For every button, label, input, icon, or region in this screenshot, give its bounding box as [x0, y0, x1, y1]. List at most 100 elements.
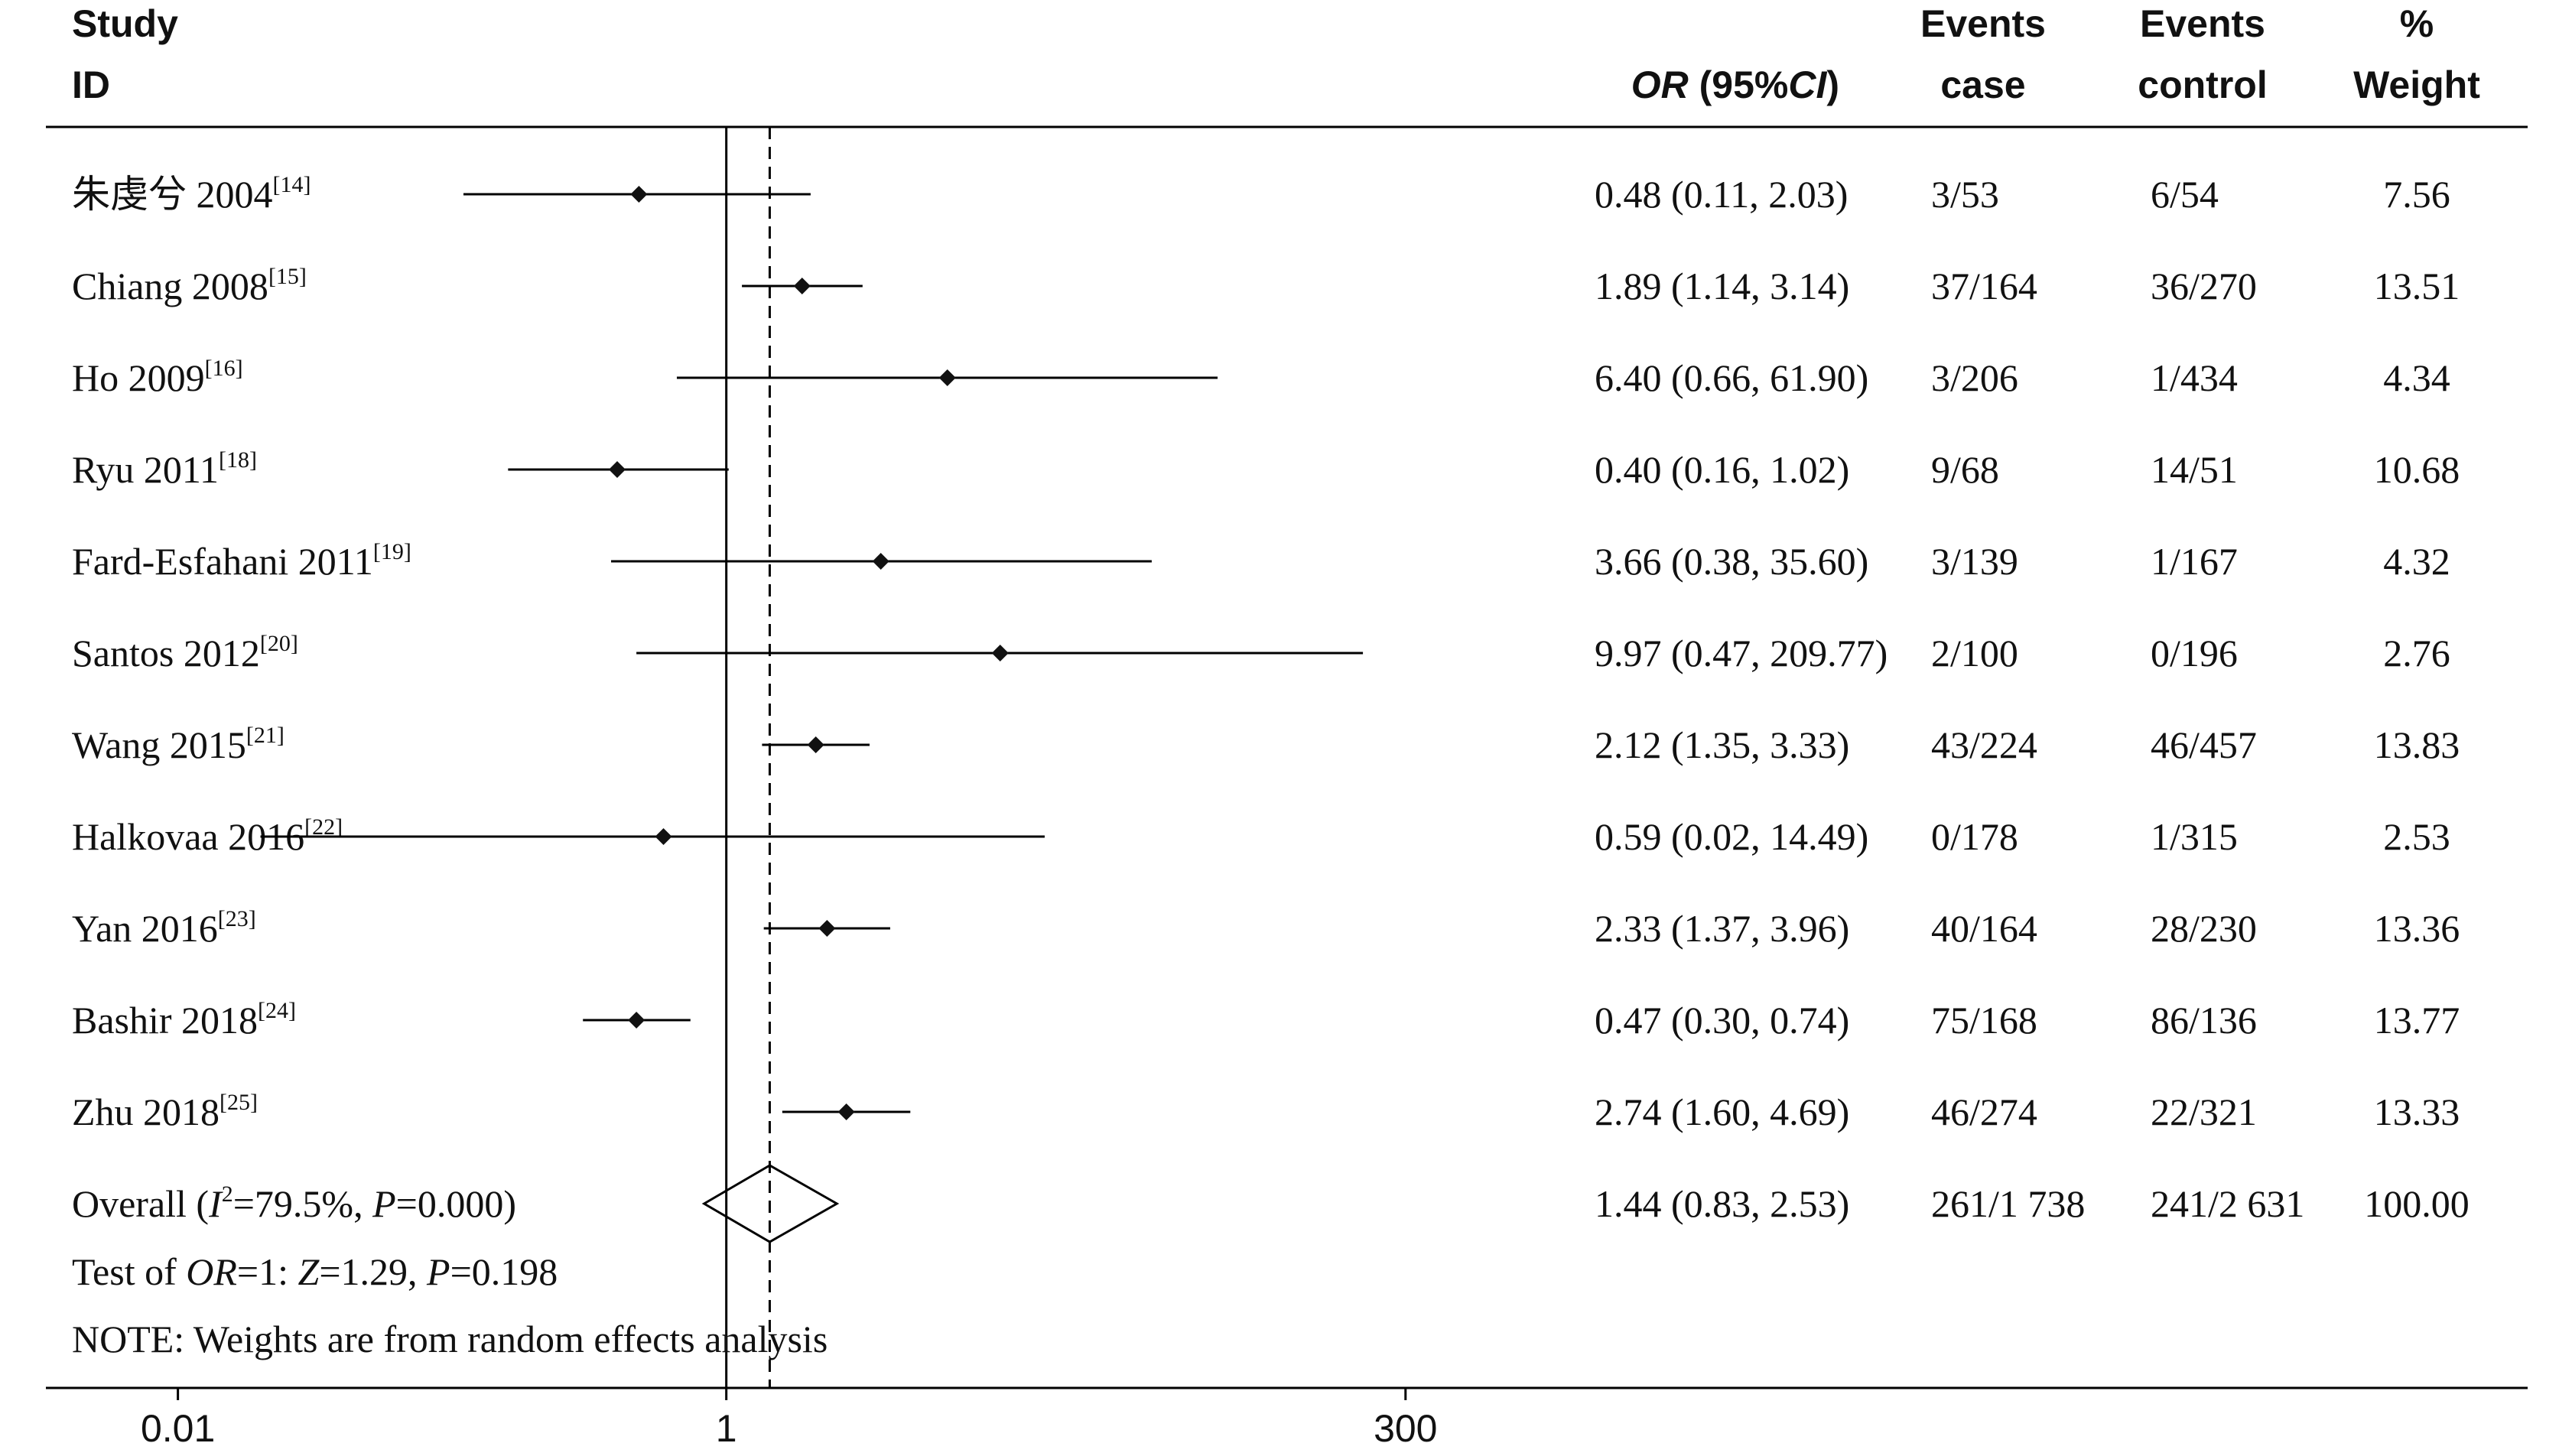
or-ci-value: 2.33 (1.37, 3.96)	[1595, 907, 1849, 950]
study-label: Fard-Esfahani 2011[19]	[72, 539, 411, 583]
study-label: Ryu 2011[18]	[72, 447, 257, 491]
overall-events-control: 241/2 631	[2151, 1182, 2304, 1225]
weight-value: 4.34	[2383, 356, 2450, 399]
point-estimate	[807, 736, 824, 753]
overall-weight: 100.00	[2364, 1182, 2470, 1225]
weight-value: 13.83	[2374, 723, 2460, 766]
study-row: Fard-Esfahani 2011[19] 3.66 (0.38, 35.60)…	[72, 539, 2450, 583]
study-row: Ryu 2011[18] 0.40 (0.16, 1.02) 9/68 14/51 10…	[72, 447, 2460, 491]
study-label: Wang 2015[21]	[72, 723, 285, 766]
or-ci-value: 0.48 (0.11, 2.03)	[1595, 173, 1848, 216]
events-control-value: 1/434	[2151, 356, 2238, 399]
point-estimate	[609, 461, 626, 478]
or-ci-value: 6.40 (0.66, 61.90)	[1595, 356, 1868, 399]
weights-note: NOTE: Weights are from random effects an…	[72, 1318, 828, 1360]
header-study: Study	[72, 2, 178, 45]
events-control-value: 28/230	[2151, 907, 2257, 950]
or-ci-value: 0.40 (0.16, 1.02)	[1595, 448, 1849, 491]
events-control-value: 22/321	[2151, 1090, 2257, 1133]
header-events-control-2: control	[2138, 63, 2267, 106]
study-label: Zhu 2018[25]	[72, 1090, 258, 1133]
point-estimate	[872, 553, 889, 570]
study-row: Ho 2009[16] 6.40 (0.66, 61.90) 3/206 1/434 4…	[72, 356, 2450, 399]
or-ci-value: 0.59 (0.02, 14.49)	[1595, 815, 1868, 858]
weight-value: 4.32	[2383, 540, 2450, 583]
events-control-value: 6/54	[2151, 173, 2219, 216]
point-estimate	[938, 369, 956, 386]
header-events-case-2: case	[1940, 63, 2025, 106]
events-case-value: 46/274	[1931, 1090, 2037, 1133]
table-header: Study ID OR (95%CI) Events case Events c…	[72, 2, 2480, 106]
point-estimate	[793, 278, 811, 294]
study-label: Yan 2016[23]	[72, 906, 256, 950]
weight-value: 10.68	[2374, 448, 2460, 491]
header-events-case-1: Events	[1920, 2, 2046, 45]
test-of-or: Test of OR=1: Z=1.29, P=0.198	[72, 1250, 558, 1293]
x-tick-label: 0.01	[141, 1407, 215, 1450]
study-row: Yan 2016[23] 2.33 (1.37, 3.96) 40/164 28/23…	[72, 906, 2460, 950]
events-case-value: 2/100	[1931, 632, 2018, 674]
study-label: Santos 2012[20]	[72, 631, 298, 674]
point-estimate	[837, 1103, 855, 1120]
events-control-value: 1/167	[2151, 540, 2238, 583]
point-estimate	[628, 1012, 645, 1029]
x-axis-ticks: 0.01 1 300	[141, 1388, 1438, 1450]
weight-value: 7.56	[2383, 173, 2450, 216]
events-control-value: 46/457	[2151, 723, 2257, 766]
or-ci-value: 2.74 (1.60, 4.69)	[1595, 1090, 1849, 1133]
events-case-value: 75/168	[1931, 999, 2037, 1042]
weight-value: 13.51	[2374, 265, 2460, 307]
study-row: Chiang 2008[15] 1.89 (1.14, 3.14) 37/164 36…	[72, 264, 2460, 307]
point-estimate	[818, 920, 836, 937]
study-label: Chiang 2008[15]	[72, 264, 307, 307]
weight-value: 2.76	[2383, 632, 2450, 674]
or-ci-value: 1.89 (1.14, 3.14)	[1595, 265, 1849, 307]
events-control-value: 0/196	[2151, 632, 2238, 674]
events-case-value: 0/178	[1931, 815, 2018, 858]
events-case-value: 3/139	[1931, 540, 2018, 583]
events-control-value: 1/315	[2151, 815, 2238, 858]
events-control-value: 14/51	[2151, 448, 2238, 491]
point-estimate	[630, 186, 648, 203]
events-case-value: 43/224	[1931, 723, 2037, 766]
study-label: Ho 2009[16]	[72, 356, 243, 399]
overall-row: Overall (I2=79.5%, P=0.000) 1.44 (0.83, 2…	[72, 1164, 2470, 1243]
header-weight-2: Weight	[2353, 63, 2480, 106]
or-ci-value: 0.47 (0.30, 0.74)	[1595, 999, 1849, 1042]
study-row: Santos 2012[20] 9.97 (0.47, 209.77) 2/100 0…	[72, 631, 2450, 674]
events-control-value: 36/270	[2151, 265, 2257, 307]
study-row: Halkovaa 2016[22] 0.59 (0.02, 14.49) 0/178…	[72, 814, 2450, 858]
or-ci-value: 3.66 (0.38, 35.60)	[1595, 540, 1868, 583]
x-tick-label: 300	[1374, 1407, 1437, 1450]
header-weight-1: %	[2400, 2, 2434, 45]
study-label: 朱虔兮 2004[14]	[72, 172, 311, 216]
point-estimate	[991, 645, 1009, 661]
x-tick-label: 1	[716, 1407, 737, 1450]
study-rows: 朱虔兮 2004[14] 0.48 (0.11, 2.03) 3/53 6/54 7.5…	[72, 172, 2460, 1133]
point-estimate	[655, 828, 672, 845]
overall-diamond	[701, 1164, 840, 1243]
events-case-value: 3/53	[1931, 173, 1999, 216]
events-case-value: 37/164	[1931, 265, 2037, 307]
study-label: Bashir 2018[24]	[72, 998, 296, 1042]
overall-events-case: 261/1 738	[1931, 1182, 2085, 1225]
weight-value: 13.36	[2374, 907, 2460, 950]
weight-value: 13.33	[2374, 1090, 2460, 1133]
events-case-value: 9/68	[1931, 448, 1999, 491]
or-ci-value: 2.12 (1.35, 3.33)	[1595, 723, 1849, 766]
header-or-ci: OR (95%CI)	[1631, 63, 1839, 106]
header-id: ID	[72, 63, 110, 106]
study-row: Wang 2015[21] 2.12 (1.35, 3.33) 43/224 46/4…	[72, 723, 2460, 766]
study-row: Bashir 2018[24] 0.47 (0.30, 0.74) 75/168 86…	[72, 998, 2460, 1042]
header-events-control-1: Events	[2140, 2, 2265, 45]
events-case-value: 3/206	[1931, 356, 2018, 399]
events-case-value: 40/164	[1931, 907, 2037, 950]
weight-value: 2.53	[2383, 815, 2450, 858]
overall-label: Overall (I2=79.5%, P=0.000)	[72, 1181, 516, 1225]
study-row: 朱虔兮 2004[14] 0.48 (0.11, 2.03) 3/53 6/54 7.5…	[72, 172, 2450, 216]
events-control-value: 86/136	[2151, 999, 2257, 1042]
weight-value: 13.77	[2374, 999, 2460, 1042]
or-ci-value: 9.97 (0.47, 209.77)	[1595, 632, 1888, 674]
overall-or-ci-value: 1.44 (0.83, 2.53)	[1595, 1182, 1849, 1225]
